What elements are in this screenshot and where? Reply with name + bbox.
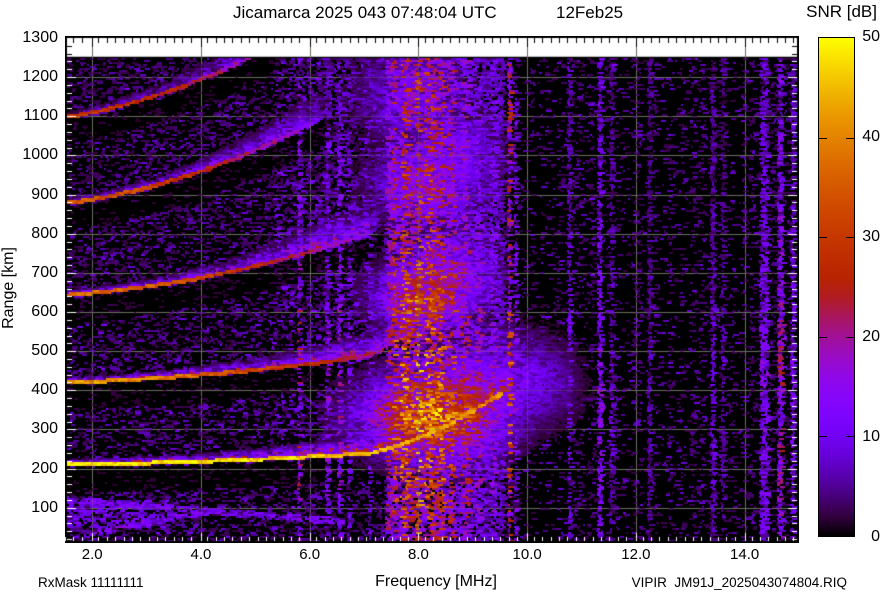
- y-tick-label-400: 400: [31, 381, 58, 399]
- plot-date-label: 12Feb25: [556, 3, 624, 22]
- snr-colorbar: [818, 37, 855, 537]
- colorbar-tick-label-50: 50: [862, 28, 880, 45]
- y-tick-label-900: 900: [31, 185, 58, 203]
- y-tick-label-600: 600: [31, 303, 58, 320]
- data-filename-label: VIPIR JM91J_2025043074804.RIQ: [631, 575, 847, 590]
- colorbar-tick-mark-20: [846, 337, 854, 338]
- x-axis-title: Frequency [MHz]: [375, 573, 497, 590]
- colorbar-tick-mark-40: [846, 138, 854, 139]
- y-tick-label-500: 500: [31, 342, 58, 360]
- y-tick-label-100: 100: [31, 498, 58, 516]
- x-tick-label-6.0: 6.0: [299, 546, 321, 563]
- colorbar-tick-label-40: 40: [862, 128, 880, 145]
- y-tick-label-300: 300: [31, 420, 58, 438]
- colorbar-title: SNR [dB]: [806, 2, 877, 21]
- colorbar-tick-mark-20: [819, 337, 827, 338]
- y-tick-label-1000: 1000: [22, 146, 58, 164]
- y-tick-label-1100: 1100: [23, 107, 58, 125]
- plot-title: Jicamarca 2025 043 07:48:04 UTC: [233, 3, 497, 22]
- x-tick-label-10.0: 10.0: [512, 546, 542, 563]
- colorbar-tick-mark-10: [819, 436, 827, 437]
- colorbar-tick-mark-30: [846, 237, 854, 238]
- y-tick-label-1200: 1200: [22, 68, 58, 86]
- colorbar-tick-label-20: 20: [862, 328, 880, 345]
- y-tick-label-700: 700: [31, 263, 58, 281]
- colorbar-tick-label-0: 0: [871, 528, 880, 545]
- colorbar-tick-label-10: 10: [862, 428, 880, 445]
- y-axis-title: Range [km]: [0, 247, 17, 329]
- y-tick-label-800: 800: [31, 224, 58, 242]
- x-tick-label-12.0: 12.0: [621, 546, 651, 563]
- x-tick-label-4.0: 4.0: [190, 546, 212, 563]
- x-tick-label-14.0: 14.0: [730, 546, 760, 563]
- colorbar-tick-mark-30: [819, 237, 827, 238]
- colorbar-tick-label-30: 30: [862, 228, 880, 245]
- rx-mask-label: RxMask 11111111: [38, 575, 144, 590]
- x-tick-label-8.0: 8.0: [407, 546, 429, 563]
- ionogram-heatmap-canvas: [65, 36, 799, 543]
- colorbar-tick-mark-40: [819, 138, 827, 139]
- colorbar-tick-mark-10: [846, 436, 854, 437]
- y-tick-label-1300: 1300: [22, 28, 58, 46]
- y-tick-label-200: 200: [31, 459, 58, 477]
- x-tick-label-2.0: 2.0: [81, 546, 103, 563]
